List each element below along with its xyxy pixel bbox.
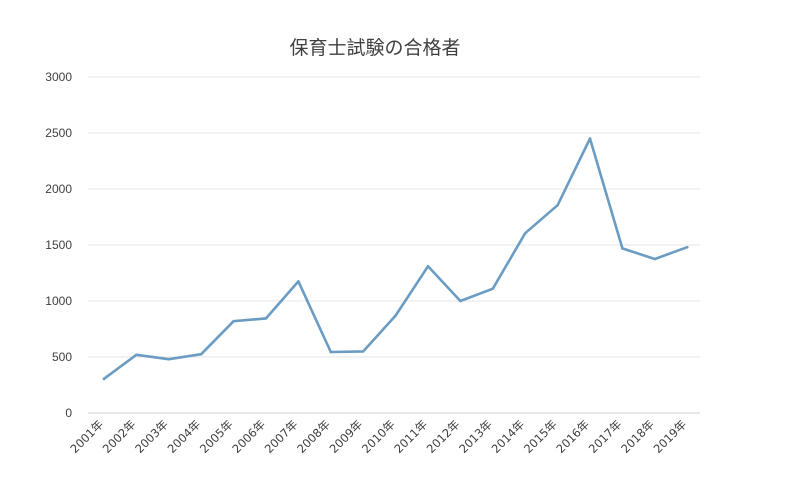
y-tick-label: 1500 (45, 238, 72, 252)
data-point (621, 247, 624, 250)
gridlines (88, 76, 700, 414)
x-tick-label: 2015年 (521, 417, 560, 456)
x-tick-label: 2008年 (294, 417, 333, 456)
data-point (426, 264, 430, 268)
series-line (102, 137, 689, 381)
data-point (232, 319, 235, 323)
data-point (102, 377, 106, 381)
x-tick-label: 2017年 (586, 417, 625, 456)
x-tick-label: 2012年 (424, 417, 463, 456)
x-tick-label: 2006年 (229, 417, 268, 456)
series-layer (102, 137, 689, 381)
y-tick-label: 2000 (45, 182, 72, 196)
data-point (297, 280, 300, 283)
x-tick-label: 2004年 (165, 417, 204, 456)
data-point (167, 357, 171, 361)
data-point (685, 245, 689, 249)
y-tick-label: 500 (52, 350, 72, 364)
data-point (199, 352, 203, 356)
data-point (491, 287, 495, 290)
data-point (329, 350, 333, 354)
x-tick-label: 2018年 (618, 417, 657, 456)
data-point (653, 257, 657, 261)
y-tick-label: 3000 (45, 70, 72, 84)
x-tick-label: 2010年 (359, 417, 398, 456)
y-tick-label: 1000 (45, 294, 72, 308)
x-tick-label: 2009年 (327, 417, 366, 456)
x-tick-label: 2011年 (391, 417, 430, 456)
data-point (264, 317, 268, 320)
data-point (135, 353, 138, 357)
y-tick-label: 2500 (45, 126, 72, 140)
y-axis-ticks: 0 500 1000 1500 2000 2500 3000 (45, 70, 72, 420)
data-point (588, 137, 592, 140)
x-tick-label: 2016年 (553, 417, 592, 456)
data-point (556, 203, 559, 207)
chart-title: 保育士試験の合格者 (289, 37, 460, 59)
x-axis-ticks: 2001年2002年2003年2004年2005年2006年2007年2008年… (67, 417, 689, 456)
data-point (459, 299, 462, 303)
x-tick-label: 2014年 (489, 417, 528, 456)
x-tick-label: 2007年 (262, 417, 301, 456)
data-point (361, 350, 365, 353)
x-tick-label: 2003年 (132, 417, 171, 456)
data-point (523, 231, 527, 235)
x-tick-label: 2001年 (67, 417, 106, 456)
data-point (394, 314, 397, 317)
x-tick-label: 2002年 (100, 417, 139, 456)
x-tick-label: 2019年 (651, 417, 690, 456)
y-tick-label: 0 (65, 406, 72, 420)
x-tick-label: 2005年 (197, 417, 236, 456)
x-tick-label: 2013年 (456, 417, 495, 456)
